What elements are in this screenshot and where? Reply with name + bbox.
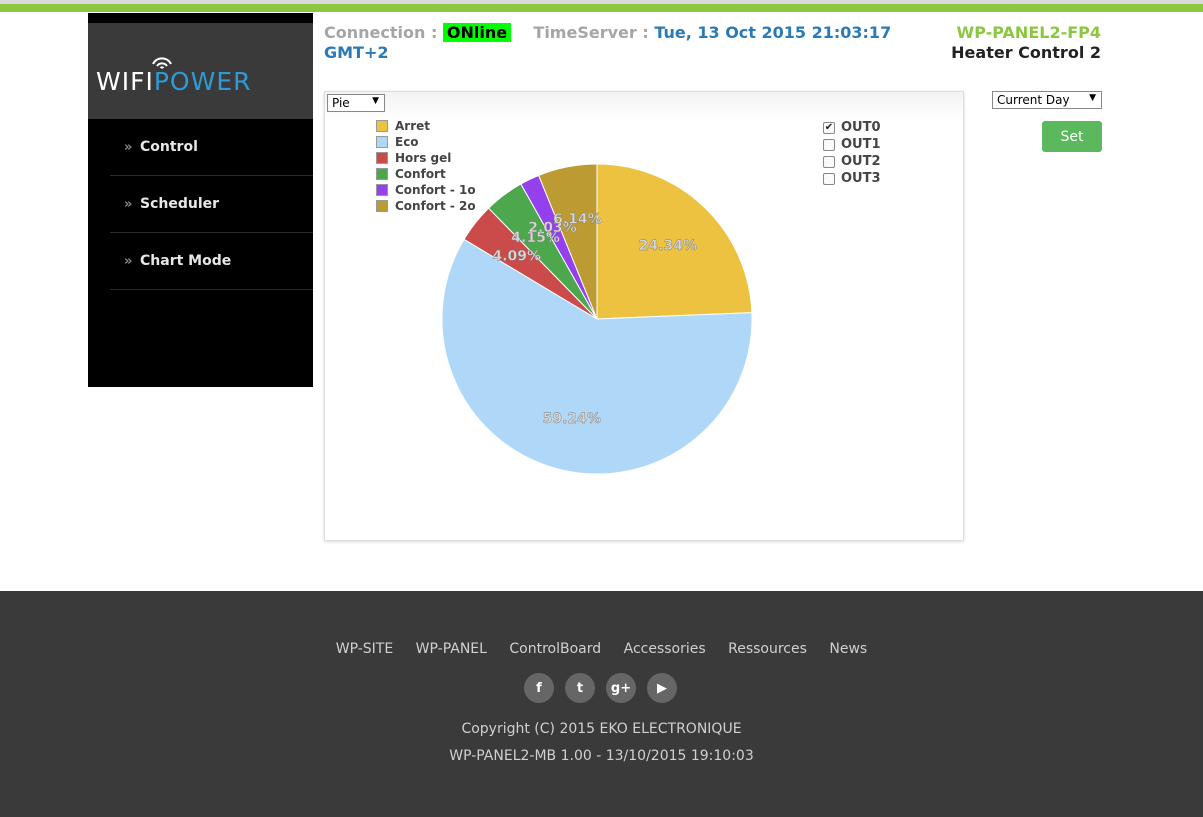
- slice-label: 2.03%: [528, 220, 577, 236]
- period-value: Current Day: [997, 93, 1070, 107]
- wifi-icon: [152, 57, 172, 69]
- status-line: Connection : ONline TimeServer : Tue, 13…: [324, 23, 891, 42]
- logo: WIFIPOWER: [88, 23, 313, 119]
- slice-label: 4.15%: [511, 230, 560, 246]
- footer-link-wp-panel[interactable]: WP-PANEL: [415, 641, 487, 657]
- checkbox-checked[interactable]: ✔: [823, 121, 835, 134]
- legend-label: Confort: [395, 167, 446, 181]
- period-select[interactable]: Current Day ▼: [992, 91, 1102, 109]
- double-chevron-right-icon: »: [124, 253, 133, 269]
- device-id: WP-PANEL2-FP4: [956, 23, 1101, 42]
- output-label: OUT0: [841, 120, 881, 135]
- logo-text: WIFIPOWER: [96, 67, 252, 96]
- slice-label: 59.24%: [543, 411, 601, 427]
- timezone: GMT+2: [324, 43, 389, 62]
- sidebar: WIFIPOWER » Control » Scheduler » Chart …: [88, 13, 313, 387]
- legend-item: Hors gel: [376, 150, 476, 166]
- facebook-icon[interactable]: f: [524, 673, 554, 703]
- logo-power: POWER: [153, 67, 252, 96]
- copyright: Copyright (C) 2015 EKO ELECTRONIQUE: [461, 721, 742, 737]
- sidebar-item-label: Control: [140, 139, 198, 155]
- footer-link-ressources[interactable]: Ressources: [728, 641, 807, 657]
- set-button[interactable]: Set: [1042, 121, 1102, 152]
- sidebar-nav: » Control » Scheduler » Chart Mode: [110, 119, 313, 290]
- legend-label: Confort - 1o: [395, 183, 476, 197]
- legend-label: Eco: [395, 135, 419, 149]
- connection-status-badge: ONline: [442, 23, 512, 42]
- legend-label: Confort - 2o: [395, 199, 476, 213]
- footer-link-news[interactable]: News: [829, 641, 868, 657]
- double-chevron-right-icon: »: [124, 196, 133, 212]
- double-chevron-right-icon: »: [124, 139, 133, 155]
- legend-item: Confort - 2o: [376, 198, 476, 214]
- footer-link-wp-site[interactable]: WP-SITE: [335, 641, 394, 657]
- slice-eco: [441, 238, 753, 475]
- chart-type-select[interactable]: Pie ▼: [327, 94, 385, 112]
- sidebar-item-scheduler[interactable]: » Scheduler: [110, 176, 313, 233]
- output-label: OUT1: [841, 137, 881, 152]
- pie-chart: 24.34% 59.24% 4.09% 4.15%2.03%6.14%: [441, 163, 753, 475]
- legend-label: Hors gel: [395, 151, 452, 165]
- timeserver-label: TimeServer :: [533, 23, 649, 42]
- legend-item: Confort: [376, 166, 476, 182]
- timeserver-value: Tue, 13 Oct 2015 21:03:17: [654, 23, 892, 42]
- chart-legend: Arret Eco Hors gel Confort Confort - 1o …: [376, 118, 476, 214]
- output-label: OUT2: [841, 154, 881, 169]
- output-option[interactable]: ✔ OUT0: [823, 119, 881, 136]
- output-option[interactable]: OUT1: [823, 136, 881, 153]
- checkbox[interactable]: [823, 138, 835, 151]
- device-name: Heater Control 2: [951, 43, 1101, 62]
- build-info: WP-PANEL2-MB 1.00 - 13/10/2015 19:10:03: [449, 748, 754, 764]
- slice-label: 6.14%: [553, 212, 602, 228]
- legend-item: Eco: [376, 134, 476, 150]
- slice-arret: [596, 163, 753, 320]
- footer-links: WP-SITE WP-PANEL ControlBoard Accessorie…: [0, 641, 1203, 657]
- output-checkboxes: ✔ OUT0 OUT1 OUT2 OUT3: [823, 119, 881, 187]
- top-accent-bar: [0, 4, 1203, 12]
- slice-label: 24.34%: [639, 238, 697, 254]
- slice-label: 4.09%: [492, 249, 541, 265]
- top-shadow: [0, 0, 1203, 4]
- sidebar-item-control[interactable]: » Control: [110, 119, 313, 176]
- legend-item: Arret: [376, 118, 476, 134]
- social-links: f t g+ ▶: [524, 673, 677, 703]
- output-label: OUT3: [841, 171, 881, 186]
- youtube-icon[interactable]: ▶: [647, 673, 677, 703]
- footer: WP-SITE WP-PANEL ControlBoard Accessorie…: [0, 591, 1203, 817]
- legend-label: Arret: [395, 119, 430, 133]
- dropdown-arrow-icon: ▼: [1089, 93, 1096, 103]
- logo-wifi: WIFI: [96, 67, 154, 96]
- output-option[interactable]: OUT2: [823, 153, 881, 170]
- connection-label: Connection :: [324, 23, 438, 42]
- sidebar-item-chart-mode[interactable]: » Chart Mode: [110, 233, 313, 290]
- slice-confort-2o: [538, 163, 598, 320]
- footer-link-controlboard[interactable]: ControlBoard: [509, 641, 602, 657]
- sidebar-item-label: Scheduler: [140, 196, 220, 212]
- dropdown-arrow-icon: ▼: [372, 96, 379, 106]
- chart-type-value: Pie: [332, 96, 350, 110]
- chart-panel: 24.34% 59.24% 4.09% 4.15% 2.03% 6.14% Pie ▼ A…: [324, 91, 964, 541]
- legend-item: Confort - 1o: [376, 182, 476, 198]
- output-option[interactable]: OUT3: [823, 170, 881, 187]
- sidebar-item-label: Chart Mode: [140, 253, 232, 269]
- checkbox[interactable]: [823, 155, 835, 168]
- google-plus-icon[interactable]: g+: [606, 673, 636, 703]
- checkbox[interactable]: [823, 172, 835, 185]
- twitter-icon[interactable]: t: [565, 673, 595, 703]
- footer-link-accessories[interactable]: Accessories: [623, 641, 706, 657]
